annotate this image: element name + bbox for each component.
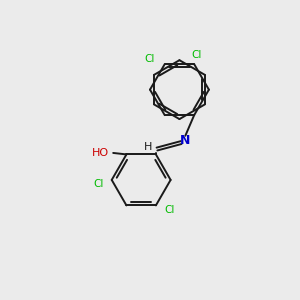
- Text: H: H: [144, 142, 152, 152]
- Text: Cl: Cl: [93, 179, 104, 189]
- Text: N: N: [180, 134, 190, 147]
- Text: Cl: Cl: [164, 205, 174, 215]
- Text: HO: HO: [92, 148, 109, 158]
- Text: Cl: Cl: [145, 54, 155, 64]
- Text: Cl: Cl: [191, 50, 202, 60]
